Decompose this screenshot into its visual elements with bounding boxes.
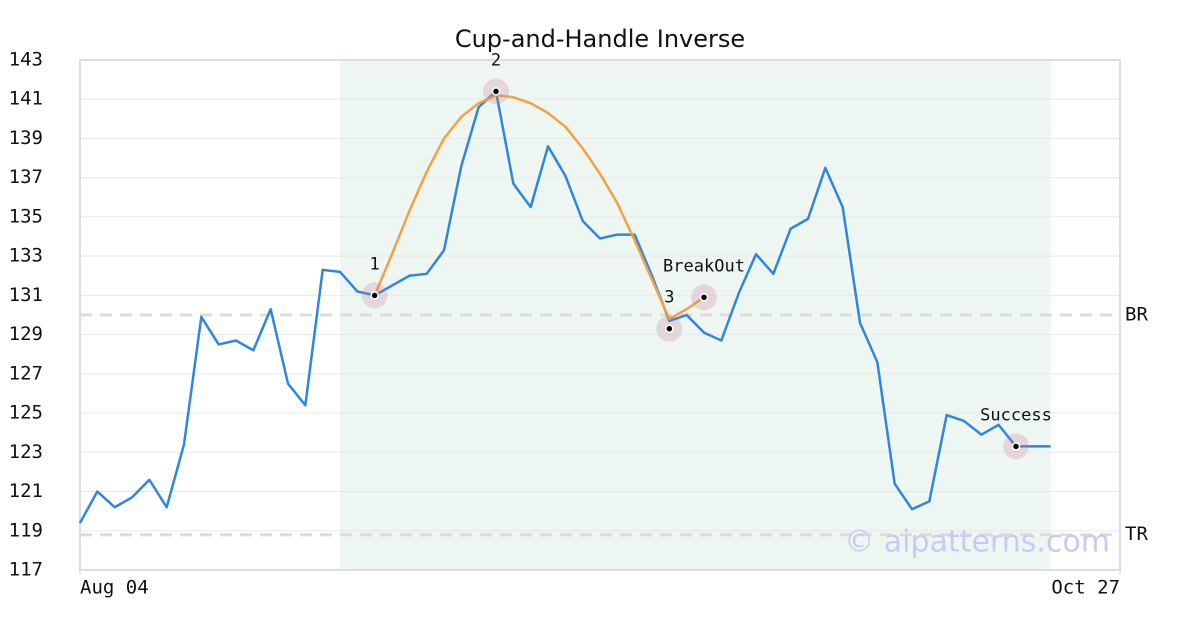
y-tick-label: 117 xyxy=(9,559,43,581)
y-tick-label: 121 xyxy=(9,480,43,502)
y-tick-label: 133 xyxy=(9,245,43,267)
y-tick-label: 125 xyxy=(9,402,43,424)
point-label: 3 xyxy=(664,288,674,308)
y-tick-label: 135 xyxy=(9,205,43,227)
y-tick-label: 131 xyxy=(9,284,43,306)
series-line xyxy=(78,90,1051,524)
y-tick-label: 141 xyxy=(9,88,43,110)
y-tick-label: 119 xyxy=(9,519,43,541)
watermark: © aipatterns.com xyxy=(844,525,1110,560)
point-label: 1 xyxy=(370,254,380,274)
level-label: BR xyxy=(1125,304,1148,326)
x-tick-label: Aug 04 xyxy=(80,577,149,599)
point-label: BreakOut xyxy=(663,256,745,276)
level-label: TR xyxy=(1125,523,1148,545)
y-tick-label: 137 xyxy=(9,166,43,188)
point-dot xyxy=(491,87,501,96)
y-tick-label: 123 xyxy=(9,441,43,463)
point-dot xyxy=(370,291,379,300)
y-tick-label: 127 xyxy=(9,362,43,384)
point-label: Success xyxy=(980,405,1052,425)
chart-title: Cup-and-Handle Inverse xyxy=(455,25,745,53)
point-dot xyxy=(665,324,674,333)
series-line xyxy=(373,94,705,321)
point-dot xyxy=(699,293,709,302)
plot-frame xyxy=(79,59,1121,571)
y-tick-label: 143 xyxy=(9,49,43,71)
x-tick-label: Oct 27 xyxy=(1051,577,1120,599)
point-dot xyxy=(1011,442,1021,451)
point-label: 2 xyxy=(491,50,501,70)
y-tick-label: 129 xyxy=(9,323,43,345)
y-tick-label: 139 xyxy=(9,127,43,149)
